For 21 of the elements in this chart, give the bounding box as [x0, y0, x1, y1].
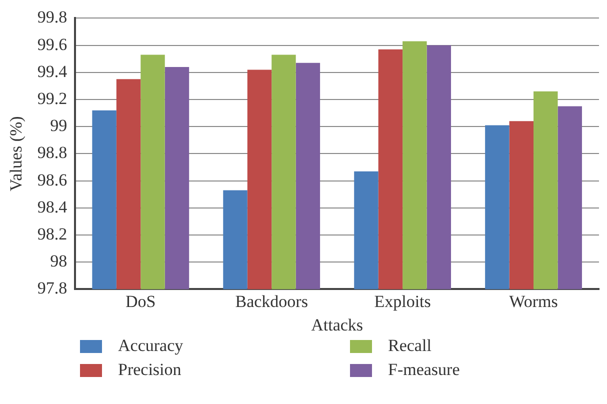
y-tick-label: 99.8 — [37, 8, 68, 27]
y-tick-label: 98.4 — [37, 197, 68, 216]
x-tick-label: Backdoors — [235, 292, 308, 311]
y-tick-label: 99.6 — [37, 34, 68, 54]
legend-label: Precision — [118, 360, 182, 380]
y-axis-title: Values (%) — [6, 116, 26, 192]
x-tick-label: Exploits — [374, 292, 431, 311]
y-tick-label: 98.6 — [37, 170, 68, 190]
y-tick-label: 97.8 — [37, 278, 68, 298]
legend-label: Accuracy — [118, 336, 184, 356]
y-tick-label: 99 — [50, 116, 68, 136]
y-tick-label: 99.2 — [37, 88, 68, 108]
x-tick-label: DoS — [126, 292, 156, 311]
legend-label: F-measure — [388, 360, 460, 380]
x-axis-title: Attacks — [311, 315, 364, 334]
y-tick-label: 98.8 — [37, 143, 68, 162]
x-tick-label: Worms — [509, 292, 558, 311]
y-tick-label: 99.4 — [37, 62, 68, 81]
y-tick-label: 98 — [50, 252, 68, 271]
y-tick-label: 98.2 — [37, 224, 68, 244]
legend-label: Recall — [388, 336, 432, 356]
